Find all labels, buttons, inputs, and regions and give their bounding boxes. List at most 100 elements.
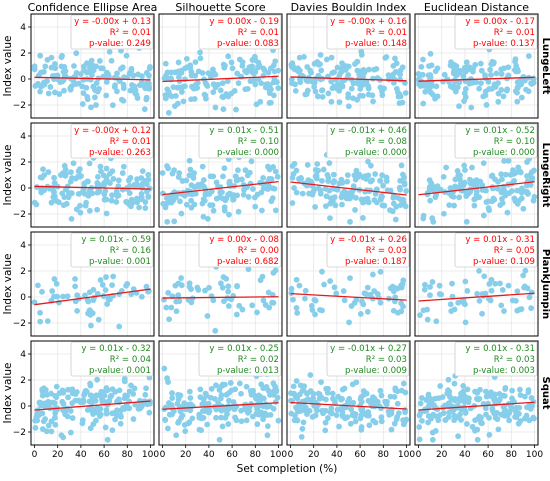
data-point	[502, 386, 509, 392]
data-point	[317, 61, 323, 68]
data-point	[225, 303, 232, 309]
p-value: p-value: 0.148	[345, 39, 407, 49]
r-squared: R² = 0.00	[238, 246, 279, 256]
data-point	[333, 290, 340, 297]
data-point	[252, 203, 259, 210]
data-point	[109, 102, 116, 109]
data-point	[217, 280, 224, 287]
data-point	[201, 91, 208, 98]
data-point	[186, 388, 193, 395]
data-point	[363, 176, 370, 182]
data-point	[108, 197, 115, 204]
data-point	[476, 297, 483, 304]
data-point	[162, 95, 169, 102]
data-point	[390, 71, 397, 78]
data-point	[345, 398, 351, 405]
data-point	[398, 387, 405, 394]
data-point	[39, 288, 45, 295]
data-point	[159, 170, 166, 176]
data-point	[416, 79, 423, 86]
data-point	[295, 68, 302, 75]
panel-frame	[414, 340, 539, 446]
data-point	[347, 275, 353, 281]
data-point	[525, 53, 532, 60]
data-point	[132, 401, 139, 408]
data-point	[140, 401, 146, 408]
data-point	[317, 306, 323, 313]
data-point	[298, 174, 304, 181]
data-point	[84, 96, 91, 103]
data-point	[449, 280, 455, 287]
data-point	[104, 387, 111, 393]
annotation-box	[70, 232, 154, 268]
data-point	[199, 401, 206, 408]
y-tick-label: 0	[20, 75, 26, 85]
data-point	[463, 421, 470, 427]
annotation-box	[198, 14, 282, 50]
data-point	[103, 79, 110, 85]
panel-frame	[30, 122, 155, 228]
data-point	[491, 196, 498, 203]
data-point	[212, 327, 219, 334]
data-point	[427, 292, 433, 299]
data-point	[377, 299, 384, 306]
data-point	[452, 183, 458, 190]
data-point	[503, 87, 510, 94]
data-point	[347, 190, 354, 197]
x-tick-label: 40	[203, 450, 215, 460]
data-point	[68, 215, 75, 222]
data-point	[440, 210, 447, 217]
data-point	[486, 414, 492, 421]
data-point	[260, 185, 267, 192]
data-point	[331, 178, 337, 184]
data-point	[175, 174, 182, 180]
x-tick-label: 60	[354, 450, 366, 460]
annotation-box	[70, 123, 154, 159]
data-point	[233, 311, 240, 318]
data-point	[52, 61, 58, 67]
data-point	[371, 197, 378, 203]
data-point	[429, 279, 436, 285]
data-point	[434, 65, 441, 72]
y-axis-label: Index value	[2, 36, 14, 97]
data-point	[528, 289, 535, 296]
panel-frame	[286, 340, 411, 446]
data-point	[369, 271, 376, 278]
data-point	[500, 404, 507, 411]
data-point	[492, 396, 499, 403]
data-point	[199, 200, 206, 207]
data-point	[392, 55, 398, 62]
data-point	[180, 98, 187, 105]
data-point	[530, 79, 537, 86]
data-point	[143, 188, 150, 195]
y-tick-label: 2	[20, 376, 26, 386]
data-point	[395, 93, 402, 100]
data-point	[322, 185, 329, 192]
column-title: Silhouette Score	[175, 1, 265, 14]
data-point	[516, 197, 523, 204]
p-value: p-value: 0.003	[473, 366, 535, 376]
data-point	[164, 218, 171, 225]
data-point	[161, 365, 168, 372]
data-point	[495, 426, 502, 433]
regression-equation: y = 0.01x - 0.59	[81, 235, 151, 245]
data-point	[246, 169, 253, 176]
regression-line	[290, 292, 407, 301]
data-point	[353, 379, 360, 386]
data-point	[444, 76, 451, 83]
data-point	[120, 163, 127, 170]
data-point	[95, 173, 101, 180]
data-point	[497, 280, 503, 287]
panel-frame	[158, 231, 283, 337]
data-point	[225, 288, 232, 295]
data-point	[215, 400, 222, 406]
x-tick-label: 0	[32, 450, 38, 460]
data-point	[469, 68, 476, 75]
regression-line	[418, 76, 535, 82]
annotation-box	[326, 232, 410, 268]
data-point	[94, 206, 101, 213]
data-point	[187, 395, 194, 401]
data-point	[107, 393, 114, 400]
data-point	[325, 415, 331, 421]
data-point	[322, 203, 329, 210]
